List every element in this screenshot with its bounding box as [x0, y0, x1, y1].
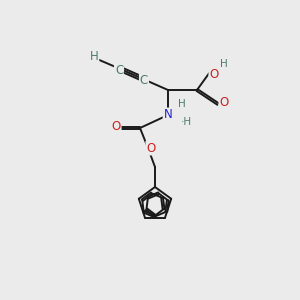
Text: C: C [140, 74, 148, 86]
Text: N: N [164, 109, 172, 122]
Text: C: C [115, 64, 123, 76]
Text: O: O [111, 119, 121, 133]
Text: O: O [209, 68, 219, 80]
Text: H: H [178, 99, 186, 109]
Text: H: H [220, 59, 228, 69]
Text: O: O [219, 95, 229, 109]
Text: ·H: ·H [180, 117, 192, 127]
Text: O: O [146, 142, 156, 154]
Text: H: H [90, 50, 98, 64]
